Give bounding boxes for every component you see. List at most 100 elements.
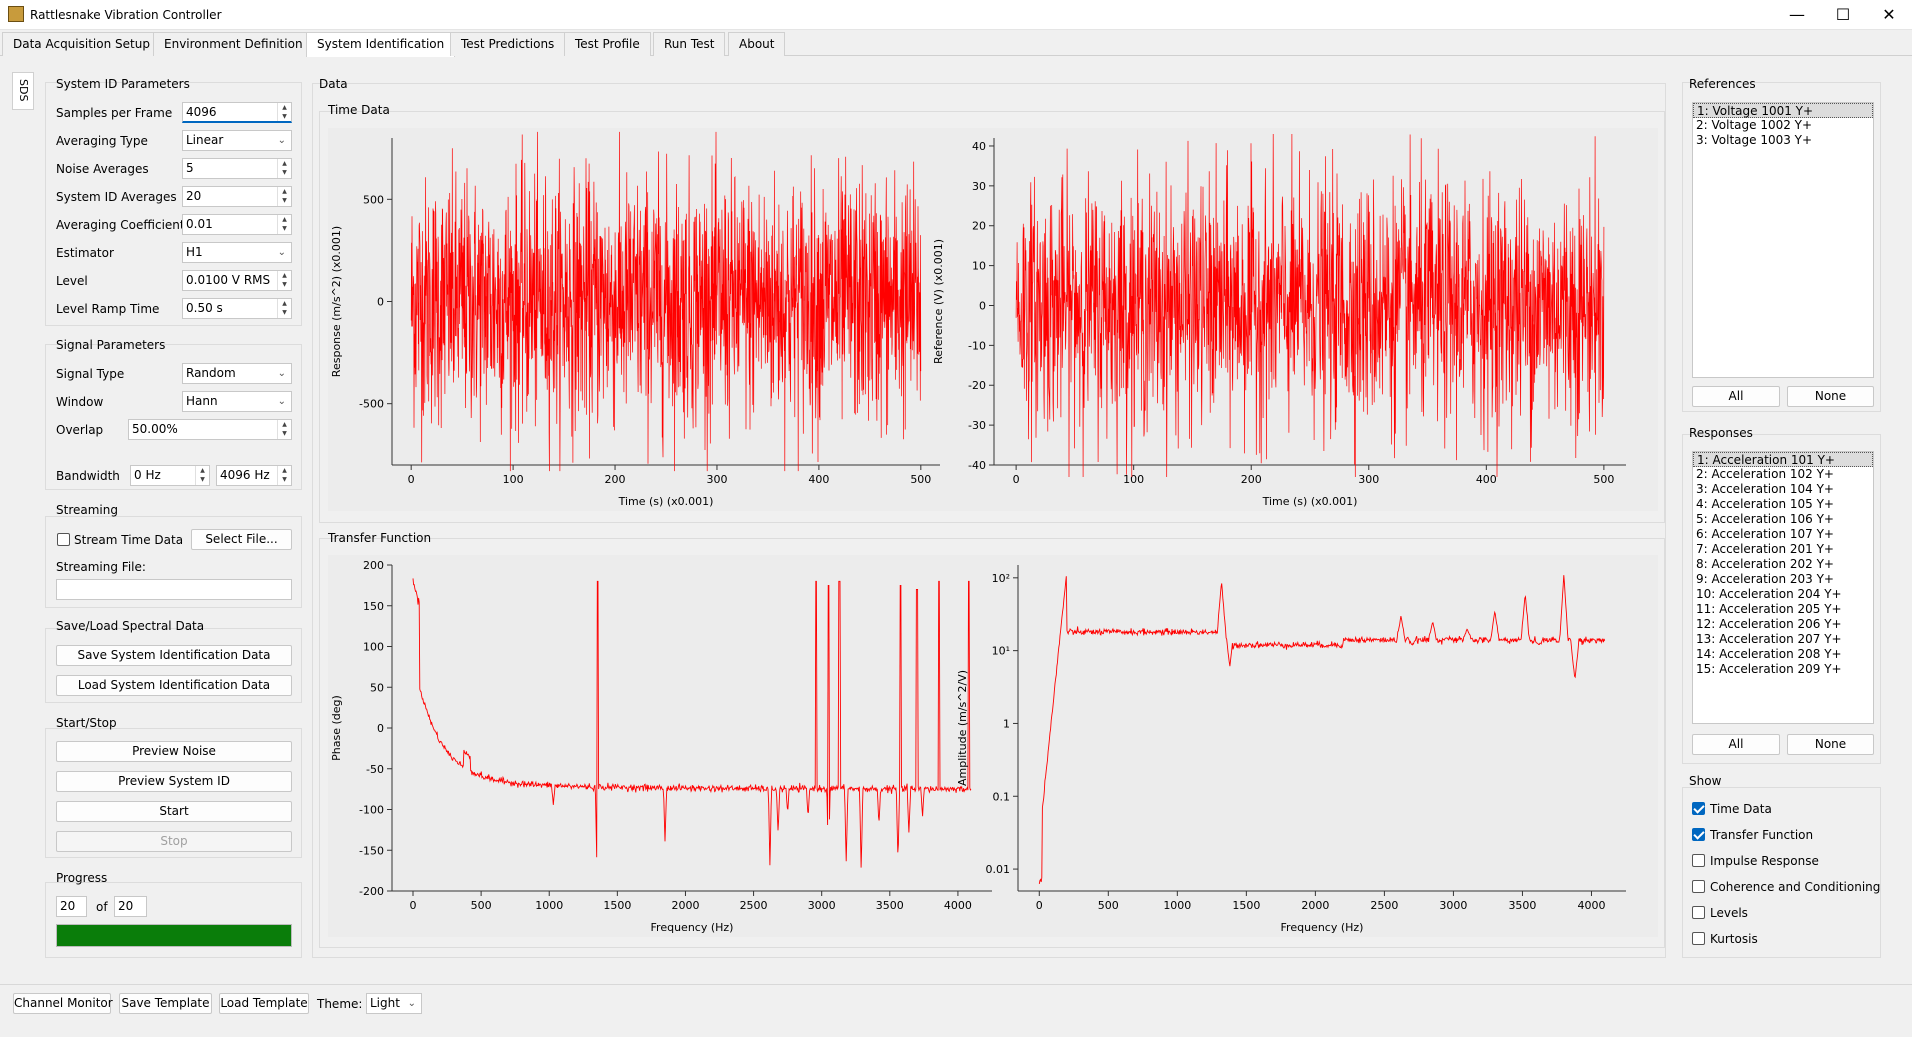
x-tick-label: 400 bbox=[1476, 473, 1497, 486]
list-item[interactable]: 15: Acceleration 209 Y+ bbox=[1696, 662, 1842, 676]
list-item[interactable]: 5: Acceleration 106 Y+ bbox=[1696, 512, 1834, 526]
minimize-button[interactable]: — bbox=[1789, 5, 1805, 24]
channel-monitor-button[interactable]: Channel Monitor bbox=[13, 993, 113, 1014]
progress-of-label: of bbox=[96, 900, 108, 914]
responses-all-button[interactable]: All bbox=[1692, 734, 1780, 755]
select-file-button[interactable]: Select File... bbox=[191, 529, 292, 550]
responses-none-button[interactable]: None bbox=[1787, 734, 1874, 755]
x-tick-label: 100 bbox=[503, 473, 524, 486]
list-item[interactable]: 13: Acceleration 207 Y+ bbox=[1696, 632, 1842, 646]
list-item[interactable]: 7: Acceleration 201 Y+ bbox=[1696, 542, 1834, 556]
y-tick-label: 10¹ bbox=[992, 645, 1010, 658]
theme-combo[interactable]: Light ⌄ bbox=[366, 993, 422, 1014]
y-tick-label: 150 bbox=[363, 600, 384, 613]
references-none-button[interactable]: None bbox=[1787, 386, 1874, 407]
tab-test-profile[interactable]: Test Profile bbox=[564, 32, 651, 56]
save-sysid-button[interactable]: Save System Identification Data bbox=[56, 645, 292, 666]
series-line bbox=[410, 131, 922, 472]
y-tick-label: 0.1 bbox=[993, 790, 1011, 803]
show-impulse-response-checkbox[interactable] bbox=[1692, 854, 1705, 867]
responses-title: Responses bbox=[1689, 426, 1753, 440]
save-template-button[interactable]: Save Template bbox=[119, 993, 212, 1014]
tab-data-acquisition-setup[interactable]: Data Acquisition Setup bbox=[2, 32, 161, 56]
overlap-label: Overlap bbox=[56, 423, 104, 437]
noise-averages-spinbox[interactable]: 5 ▲ ▼ bbox=[182, 158, 292, 179]
y-tick-label: 10 bbox=[972, 260, 986, 273]
references-list[interactable]: 1: Voltage 1001 Y+ 2: Voltage 1002 Y+ 3: V… bbox=[1692, 102, 1874, 378]
show-time-data-checkbox[interactable] bbox=[1692, 802, 1705, 815]
list-item[interactable]: 2: Voltage 1002 Y+ bbox=[1696, 118, 1813, 132]
tab-about[interactable]: About bbox=[728, 32, 786, 56]
show-levels-checkbox[interactable] bbox=[1692, 906, 1705, 919]
chart-reference-time: 0 100 200 300 400 500403020100-10-20-30-40Tim… bbox=[932, 133, 1626, 508]
x-tick-label: 4000 bbox=[944, 899, 972, 912]
tab-test-predictions[interactable]: Test Predictions bbox=[450, 32, 566, 56]
streaming-file-input[interactable] bbox=[56, 579, 292, 600]
x-tick-label: 0 bbox=[1013, 473, 1020, 486]
x-axis-label: Time (s) (x0.001) bbox=[1262, 495, 1358, 508]
stream-time-data-checkbox[interactable] bbox=[57, 533, 70, 546]
x-axis-label: Time (s) (x0.001) bbox=[618, 495, 714, 508]
overlap-spinbox[interactable]: 50.00% ▲ ▼ bbox=[128, 419, 292, 440]
x-tick-label: 3500 bbox=[1508, 899, 1536, 912]
close-button[interactable]: ✕ bbox=[1882, 5, 1896, 24]
y-tick-label: 0.01 bbox=[986, 863, 1011, 876]
progress-total-field: 20 bbox=[114, 896, 147, 917]
tab-system-identification[interactable]: System Identification bbox=[306, 32, 456, 57]
y-tick-label: -40 bbox=[968, 459, 986, 472]
series-line bbox=[1015, 133, 1605, 478]
load-sysid-button[interactable]: Load System Identification Data bbox=[56, 675, 292, 696]
progress-bar bbox=[56, 924, 292, 947]
signal-type-label: Signal Type bbox=[56, 367, 125, 381]
show-levels-label: Levels bbox=[1710, 906, 1748, 920]
level-ramp-spinbox[interactable]: 0.50 s ▲ ▼ bbox=[182, 298, 292, 319]
list-item[interactable]: 2: Acceleration 102 Y+ bbox=[1696, 467, 1834, 481]
tab-run-test[interactable]: Run Test bbox=[653, 32, 726, 56]
window-combo[interactable]: Hann ⌄ bbox=[182, 391, 292, 412]
responses-list[interactable]: 1: Acceleration 101 Y+ 2: Acceleration 10… bbox=[1692, 451, 1874, 724]
y-tick-label: -50 bbox=[366, 763, 384, 776]
samples-per-frame-label: Samples per Frame bbox=[56, 106, 173, 120]
signal-parameters-title: Signal Parameters bbox=[56, 338, 166, 352]
chart-phase-tf: 0 500 1000 1500 2000 2500 3000 3500 400020015010… bbox=[330, 559, 992, 934]
stop-button[interactable]: Stop bbox=[56, 831, 292, 852]
list-item[interactable]: 10: Acceleration 204 Y+ bbox=[1696, 587, 1842, 601]
list-item[interactable]: 6: Acceleration 107 Y+ bbox=[1696, 527, 1834, 541]
list-item[interactable]: 3: Voltage 1003 Y+ bbox=[1696, 133, 1813, 147]
streaming-file-label: Streaming File: bbox=[56, 560, 146, 574]
side-tab-sds[interactable]: SDS bbox=[12, 72, 34, 110]
preview-noise-button[interactable]: Preview Noise bbox=[56, 741, 292, 762]
samples-per-frame-spinbox[interactable]: 4096 ▲ ▼ bbox=[182, 102, 292, 123]
estimator-combo[interactable]: H1 ⌄ bbox=[182, 242, 292, 263]
tab-environment-definition[interactable]: Environment Definition bbox=[153, 32, 314, 56]
list-item[interactable]: 12: Acceleration 206 Y+ bbox=[1696, 617, 1842, 631]
x-tick-label: 4000 bbox=[1577, 899, 1605, 912]
references-all-button[interactable]: All bbox=[1692, 386, 1780, 407]
data-title: Data bbox=[319, 77, 348, 91]
sysid-averages-spinbox[interactable]: 20 ▲ ▼ bbox=[182, 186, 292, 207]
list-item[interactable]: 1: Acceleration 101 Y+ bbox=[1693, 452, 1873, 467]
show-transfer-function-checkbox[interactable] bbox=[1692, 828, 1705, 841]
list-item[interactable]: 14: Acceleration 208 Y+ bbox=[1696, 647, 1842, 661]
load-template-button[interactable]: Load Template bbox=[219, 993, 309, 1014]
start-button[interactable]: Start bbox=[56, 801, 292, 822]
show-coherence-checkbox[interactable] bbox=[1692, 880, 1705, 893]
signal-type-combo[interactable]: Random ⌄ bbox=[182, 363, 292, 384]
list-item[interactable]: 4: Acceleration 105 Y+ bbox=[1696, 497, 1834, 511]
list-item[interactable]: 9: Acceleration 203 Y+ bbox=[1696, 572, 1834, 586]
list-item[interactable]: 11: Acceleration 205 Y+ bbox=[1696, 602, 1842, 616]
show-kurtosis-checkbox[interactable] bbox=[1692, 932, 1705, 945]
level-spinbox[interactable]: 0.0100 V RMS ▲ ▼ bbox=[182, 270, 292, 291]
x-tick-label: 300 bbox=[1358, 473, 1379, 486]
list-item[interactable]: 1: Voltage 1001 Y+ bbox=[1693, 103, 1873, 118]
list-item[interactable]: 8: Acceleration 202 Y+ bbox=[1696, 557, 1834, 571]
averaging-type-combo[interactable]: Linear ⌄ bbox=[182, 130, 292, 151]
bandwidth-high-spinbox[interactable]: 4096 Hz ▲ ▼ bbox=[216, 465, 292, 486]
bandwidth-low-spinbox[interactable]: 0 Hz ▲ ▼ bbox=[130, 465, 210, 486]
maximize-button[interactable]: ☐ bbox=[1835, 5, 1851, 24]
list-item[interactable]: 3: Acceleration 104 Y+ bbox=[1696, 482, 1834, 496]
x-tick-label: 500 bbox=[471, 899, 492, 912]
y-axis-label: Response (m/s^2) (x0.001) bbox=[330, 226, 343, 377]
preview-sysid-button[interactable]: Preview System ID bbox=[56, 771, 292, 792]
averaging-coefficient-spinbox[interactable]: 0.01 ▲ ▼ bbox=[182, 214, 292, 235]
